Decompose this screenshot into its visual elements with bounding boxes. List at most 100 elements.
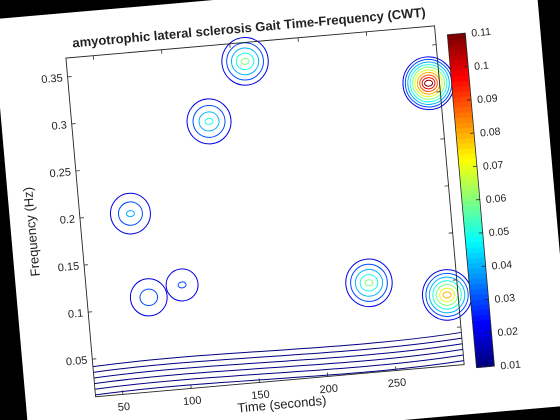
- colorbar-segment: [451, 79, 470, 88]
- colorbar-segment: [447, 33, 466, 41]
- colorbar-segment: [464, 225, 483, 233]
- colorbar-segment: [472, 324, 492, 332]
- colorbar-segment: [474, 339, 493, 348]
- contour-line: [93, 337, 462, 373]
- y-tick-label: 0.15: [57, 261, 79, 275]
- x-axis-ticks: 50 100 150 200 250: [92, 31, 407, 414]
- contour-line: [439, 287, 455, 303]
- colorbar-segment: [456, 131, 475, 140]
- contour-line: [235, 52, 255, 71]
- colorbar-segment: [449, 59, 469, 67]
- colorbar-segment: [463, 215, 482, 223]
- contour-line: [117, 201, 143, 226]
- colorbar-segment: [472, 319, 491, 327]
- colorbar-segment: [458, 163, 478, 171]
- contour-line: [419, 74, 438, 92]
- colorbar-segment: [461, 199, 481, 207]
- colorbar-segment: [459, 173, 479, 181]
- contour-line: [192, 104, 226, 138]
- x-tick-label: 50: [117, 401, 130, 414]
- contour-line: [432, 280, 462, 310]
- colorbar-segment: [471, 303, 490, 311]
- colorbar-segment: [465, 235, 484, 244]
- y-tick-label: 0.35: [41, 72, 63, 86]
- colorbar-segment: [468, 277, 488, 285]
- colorbar-tick-label: 0.11: [471, 26, 492, 40]
- contour-line: [95, 360, 464, 396]
- colorbar-tick-label: 0.02: [497, 325, 519, 339]
- colorbar-segment: [475, 355, 495, 363]
- contour-line: [428, 276, 466, 314]
- colorbar-segment: [452, 95, 472, 103]
- colorbar-tick-label: 0.06: [485, 192, 507, 206]
- contour-line: [186, 98, 232, 145]
- plot-area-frame: [65, 25, 465, 398]
- colorbar-segment: [473, 334, 493, 343]
- contour-line: [230, 47, 260, 76]
- colorbar-segment: [471, 313, 491, 322]
- colorbar-tick-label: 0.1: [474, 60, 490, 73]
- contour-line: [165, 268, 199, 302]
- colorbar-segment: [450, 69, 469, 77]
- colorbar-segment: [452, 90, 471, 98]
- colorbar-tick-label: 0.01: [500, 359, 522, 373]
- y-axis-ticks: 0.05 0.1 0.15 0.2 0.25 0.3 0.35: [41, 44, 461, 369]
- contour-line: [421, 77, 436, 90]
- y-tick-label: 0.25: [49, 166, 71, 180]
- colorbar-segment: [460, 183, 479, 192]
- contour-line: [204, 117, 214, 125]
- contour-line: [424, 79, 434, 87]
- contour-line: [92, 331, 462, 368]
- colorbar-segment: [461, 189, 480, 197]
- colorbar-segment: [457, 152, 477, 161]
- colorbar: 0.01 0.02 0.03 0.04 0.05 0.06 0.07 0.08 0.09 0.1 0…: [446, 26, 522, 373]
- colorbar-segment: [462, 204, 481, 213]
- y-tick-label: 0.05: [66, 355, 88, 369]
- contour-line: [198, 111, 220, 132]
- colorbar-tick-label: 0.03: [494, 292, 516, 306]
- colorbar-segment: [469, 287, 489, 296]
- colorbar-segment: [461, 194, 480, 202]
- colorbar-segment: [447, 38, 467, 46]
- colorbar-segment: [471, 308, 490, 317]
- contour-line: [359, 274, 379, 292]
- contour-line: [139, 288, 159, 307]
- colorbar-segment: [454, 111, 473, 119]
- colorbar-segment: [456, 137, 475, 145]
- colorbar-segment: [453, 100, 472, 109]
- colorbar-segment: [463, 220, 483, 228]
- colorbar-segment: [467, 267, 487, 275]
- contour-line: [240, 57, 250, 65]
- colorbar-segment: [451, 74, 470, 83]
- colorbar-segment: [465, 241, 484, 249]
- contour-line: [442, 291, 452, 299]
- colorbar-segment: [473, 329, 492, 337]
- contour-line: [364, 279, 374, 287]
- plot-area-background: [65, 25, 465, 397]
- y-tick-label: 0.2: [59, 213, 75, 226]
- colorbar-tick-label: 0.07: [482, 159, 504, 173]
- colorbar-segment: [470, 293, 489, 301]
- colorbar-segment: [458, 157, 477, 166]
- colorbar-segment: [459, 168, 478, 176]
- x-tick-label: 200: [319, 383, 338, 397]
- colorbar-tick-label: 0.04: [491, 259, 513, 273]
- contour-line: [109, 192, 151, 235]
- contour-line: [94, 348, 463, 385]
- colorbar-segment: [449, 53, 468, 62]
- contour-line: [345, 258, 393, 308]
- contour-line: [125, 210, 135, 218]
- contour-line: [129, 278, 168, 317]
- colorbar-segment: [467, 261, 486, 270]
- contour-line: [414, 69, 443, 98]
- y-tick-label: 0.1: [68, 308, 84, 321]
- contour-line: [177, 281, 187, 289]
- contour-lines: [92, 37, 473, 396]
- colorbar-segment: [455, 126, 474, 135]
- colorbar-segment: [448, 43, 467, 51]
- colorbar-segment: [455, 121, 474, 129]
- contour-line: [425, 272, 469, 317]
- colorbar-segment: [448, 48, 468, 57]
- colorbar-segment: [457, 147, 476, 155]
